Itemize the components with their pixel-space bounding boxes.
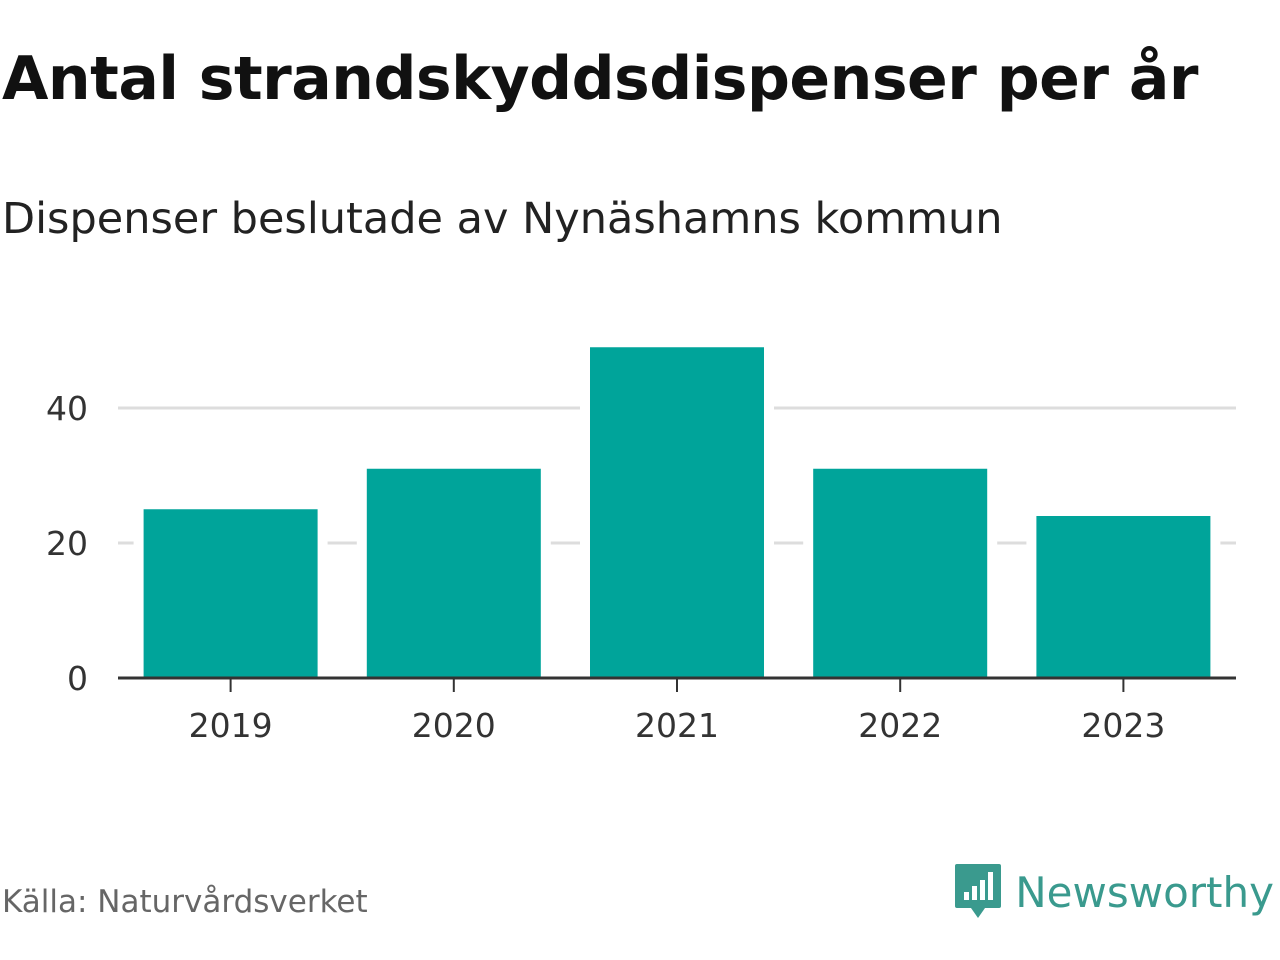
chart-title: Antal strandskyddsdispenser per år [2,44,1198,114]
source-note: Källa: Naturvårdsverket [2,884,368,920]
x-tick-label: 2022 [858,706,942,745]
bar [1036,516,1211,678]
y-tick-label: 20 [46,524,88,563]
chart-subtitle: Dispenser beslutade av Nynäshamns kommun [2,194,1003,244]
bar [590,347,764,678]
y-tick-label: 40 [46,389,88,428]
bar [143,509,318,678]
x-tick-label: 2023 [1081,706,1165,745]
x-tick-label: 2019 [189,706,273,745]
bar [813,468,988,678]
brand-name: Newsworthy [1015,867,1274,917]
newsworthy-brand: Newsworthy [953,862,1274,922]
x-tick-label: 2021 [635,706,719,745]
newsworthy-logo-icon [955,864,1002,918]
bar [366,468,541,678]
y-tick-label: 0 [67,659,88,698]
x-tick-label: 2020 [412,706,496,745]
